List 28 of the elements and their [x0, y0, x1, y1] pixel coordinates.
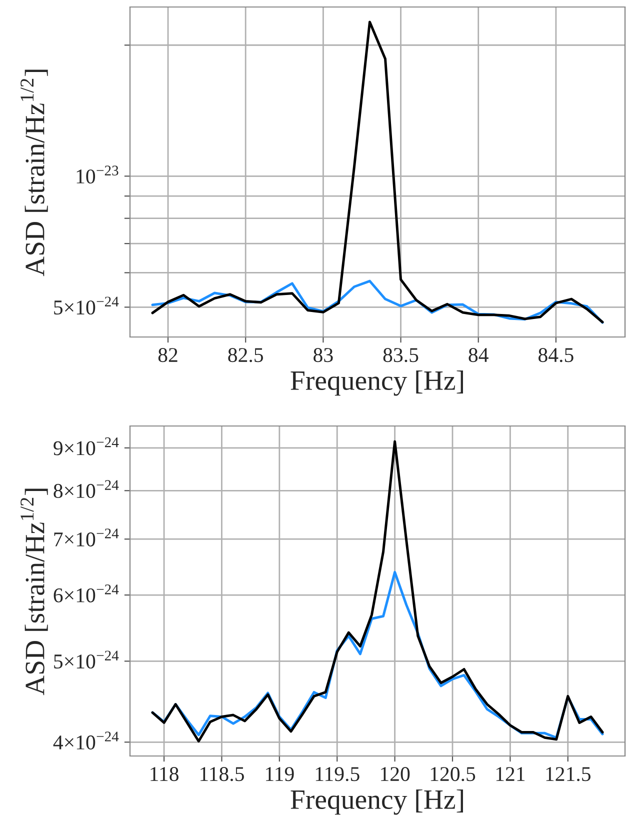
y-axis-title: ASD [strain/Hz$^{1/2}$] [20, 70, 48, 276]
y-tick-label: 6×10$^{−24}$ [54, 584, 119, 602]
line-series [151, 20, 604, 324]
x-tick-label: 119 [266, 767, 294, 782]
y-tick-label: 9×10$^{−24}$ [54, 437, 119, 456]
y-tick-label: 5×10$^{−24}$ [54, 296, 119, 315]
y-tick-label: 7×10$^{−24}$ [54, 528, 119, 546]
y-tick-label: 8×10$^{−24}$ [54, 480, 119, 498]
x-tick-label: 82.5 [228, 348, 264, 362]
x-tick-label: 121.5 [546, 767, 591, 782]
y-tick-label: 10$^{−23}$ [76, 166, 118, 184]
x-axis-title: Frequency [Hz] [290, 370, 463, 396]
x-tick-label: 83 [314, 348, 333, 362]
y-axis-title: ASD [strain/Hz$^{1/2}$] [20, 488, 48, 696]
x-tick-label: 84.5 [538, 348, 574, 362]
x-tick-label: 84 [468, 348, 488, 362]
x-tick-label: 119.5 [316, 767, 360, 782]
x-tick-label: 118.5 [200, 767, 244, 782]
line-series [151, 440, 604, 742]
x-tick-label: 121 [496, 767, 525, 781]
x-tick-label: 82 [158, 348, 178, 362]
y-tick-label: 4×10$^{−24}$ [53, 732, 119, 750]
x-tick-label: 83.5 [383, 348, 418, 362]
x-tick-label: 118 [150, 767, 178, 782]
x-tick-label: 120 [381, 767, 410, 782]
x-tick-label: 120.5 [430, 767, 476, 782]
x-axis-title: Frequency [Hz] [290, 789, 463, 815]
y-tick-label: 5×10$^{−24}$ [54, 650, 119, 669]
